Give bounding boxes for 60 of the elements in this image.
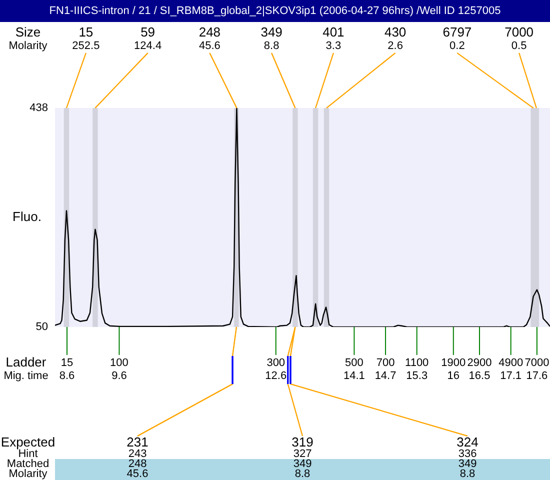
text: 349: [458, 458, 477, 470]
x-tick-label: 17.6: [526, 370, 548, 382]
text: 2900: [467, 357, 492, 370]
x-tick-label: 12.6: [265, 370, 287, 382]
text: Molarity: [8, 40, 48, 52]
annotation: 327: [293, 448, 312, 460]
annotation: 243: [128, 448, 147, 460]
annotation: 124.4: [134, 40, 162, 52]
text: 7000: [524, 357, 550, 370]
text: 300: [266, 357, 286, 370]
text: 4900: [498, 357, 524, 370]
text: 500: [345, 357, 364, 370]
x-tick-label: 14.1: [343, 370, 365, 382]
x-tick-label: 8.6: [59, 370, 75, 382]
x-tick-label: 14.7: [374, 370, 396, 382]
y-axis-title: Fluo.: [12, 209, 42, 224]
x-tick-label: 15.3: [406, 370, 428, 382]
annotation: 401: [322, 24, 344, 40]
annotation: 430: [384, 24, 406, 40]
x-tick-label: 9.6: [112, 370, 127, 382]
x-axis-title: Mig. time: [4, 370, 48, 382]
text: 45.6: [126, 468, 148, 480]
text: 349: [293, 458, 312, 470]
annotation: 8.8: [264, 40, 280, 52]
text: Size: [15, 24, 41, 40]
annotation: 2.6: [388, 40, 403, 52]
annotation: 45.6: [198, 40, 220, 52]
annotation: 6797: [442, 24, 472, 40]
text: Hint: [18, 448, 38, 460]
chart-title: FN1-IIICS-intron / 21 / SI_RBM8B_global_2|SKOV3ip1 (2006-04-27 96hrs) /Well ID 1257005: [49, 5, 501, 18]
annotation: 324: [456, 434, 478, 450]
annotation: 59: [140, 24, 156, 40]
text: 100: [110, 357, 128, 370]
text: Expected: [0, 434, 56, 450]
annotation: 15: [78, 24, 94, 40]
annotation: 0.5: [511, 40, 527, 52]
annotation: 7000: [504, 24, 534, 40]
x-tick-label: 16.5: [468, 370, 490, 382]
text: Molarity: [8, 468, 48, 480]
text: 8.8: [460, 468, 476, 480]
text: Ladder: [6, 354, 47, 370]
annotation: 248: [198, 24, 221, 40]
annotation: 231: [126, 434, 148, 450]
x-tick-label: 16: [447, 370, 460, 382]
text: 15: [60, 357, 74, 370]
text: 8.8: [294, 468, 310, 480]
x-tick-label: 17.1: [500, 370, 522, 382]
text: 700: [376, 357, 395, 370]
annotation: 349: [260, 24, 282, 40]
text: 1900: [441, 357, 466, 370]
annotation: 319: [292, 434, 314, 450]
annotation: 336: [458, 448, 477, 460]
annotation: 252.5: [72, 40, 100, 52]
annotation: 3.3: [326, 40, 342, 52]
text: 248: [128, 458, 147, 470]
annotation: 0.2: [450, 40, 465, 52]
y-tick-label: 438: [30, 102, 48, 114]
y-tick-label: 50: [36, 321, 48, 334]
text: 1100: [405, 357, 429, 370]
text: Matched: [6, 458, 50, 470]
